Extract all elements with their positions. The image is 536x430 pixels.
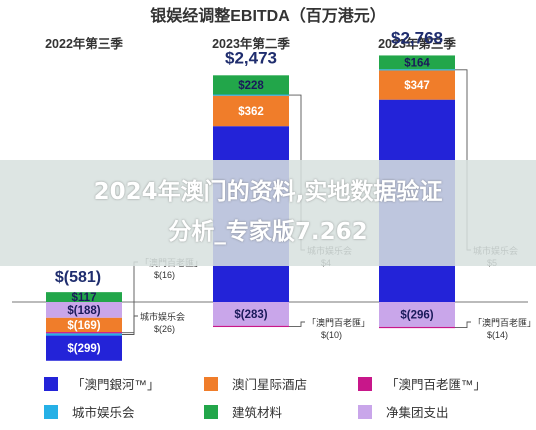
bar-segment xyxy=(213,95,289,127)
bar-segment xyxy=(46,317,122,333)
legend-swatch xyxy=(204,376,218,391)
legend-item: 「澳門百老匯™」 xyxy=(358,374,486,393)
bar-segment xyxy=(213,302,289,326)
callout-value: $(14) xyxy=(487,330,508,340)
bar-segment xyxy=(213,94,289,96)
legend-item: 净集团支出 xyxy=(358,402,449,421)
legend-label: 城市娱乐会 xyxy=(72,406,135,420)
callout-label: 城市娱乐会 xyxy=(140,311,185,322)
callout-label: 「澳門百老匯」 xyxy=(473,317,536,328)
segment-value-label: $(283) xyxy=(234,309,267,321)
legend-item: 澳门星际酒店 xyxy=(204,374,307,393)
category-label: 2023年第二季 xyxy=(212,36,290,51)
segment-value-label: $347 xyxy=(404,80,430,92)
legend-swatch xyxy=(44,376,58,391)
legend-label: 「澳門銀河™」 xyxy=(72,378,160,392)
chart-title: 银娱经调整EBITDA（百万港元） xyxy=(150,6,386,25)
legend-swatch xyxy=(44,404,58,419)
callout-label: 「澳門百老匯」 xyxy=(307,317,370,328)
callout-leader xyxy=(122,261,138,334)
bar-total-label: $(581) xyxy=(55,269,101,286)
legend-label: 净集团支出 xyxy=(386,406,449,420)
bar-segment xyxy=(46,332,122,334)
bar-total-label: $2,768 xyxy=(391,28,443,47)
bar-segment xyxy=(46,335,122,361)
legend-label: 建筑材料 xyxy=(232,406,283,420)
watermark-banner xyxy=(0,160,536,266)
legend-swatch xyxy=(358,404,372,419)
segment-value-label: $164 xyxy=(404,57,430,69)
bar-segment xyxy=(46,302,122,318)
chart-legend: 「澳門銀河™」 澳门星际酒店 「澳門百老匯™」城市娱乐会 建筑材料 净集团支出 xyxy=(44,370,514,426)
watermark-line-1: 2024年澳门的资料,实地数据验证 xyxy=(93,179,443,205)
bar-segment xyxy=(213,75,289,95)
bar-segment xyxy=(379,55,455,70)
callout-leader xyxy=(122,315,138,335)
segment-value-label: $117 xyxy=(72,292,97,304)
segment-value-label: $228 xyxy=(238,80,264,92)
bar-segment xyxy=(379,302,455,327)
bar-segment xyxy=(379,69,455,71)
legend-label: 「澳門百老匯™」 xyxy=(386,378,487,392)
segment-value-label: $362 xyxy=(238,106,264,118)
legend-item: 城市娱乐会 xyxy=(44,402,135,421)
legend-label: 澳门星际酒店 xyxy=(232,378,308,392)
segment-value-label: $(296) xyxy=(400,309,433,321)
legend-swatch xyxy=(358,376,372,391)
bar-total-label: $2,473 xyxy=(225,48,277,67)
legend-swatch xyxy=(204,404,218,419)
bar-segment xyxy=(379,326,455,329)
category-label: 2023年第三季 xyxy=(378,36,456,51)
callout-value: $(16) xyxy=(154,270,175,280)
bar-segment xyxy=(213,325,289,328)
legend-item: 「澳門銀河™」 xyxy=(44,374,160,393)
category-label: 2022年第三季 xyxy=(45,36,123,51)
callout-leader xyxy=(455,321,471,328)
callout-value: $(10) xyxy=(321,330,342,340)
watermark-text: 2024年澳门的资料,实地数据验证 分析_专家版7.262 xyxy=(0,172,536,252)
segment-value-label: $(169) xyxy=(67,320,100,332)
segment-value-label: $(299) xyxy=(67,343,100,355)
callout-value: $(26) xyxy=(154,324,175,334)
bar-segment xyxy=(46,333,122,336)
bar-segment xyxy=(379,70,455,100)
watermark-line-2: 分析_专家版7.262 xyxy=(168,219,368,245)
bar-segment xyxy=(46,292,122,302)
callout-leader xyxy=(289,321,305,327)
segment-value-label: $(188) xyxy=(67,305,100,317)
legend-item: 建筑材料 xyxy=(204,402,282,421)
